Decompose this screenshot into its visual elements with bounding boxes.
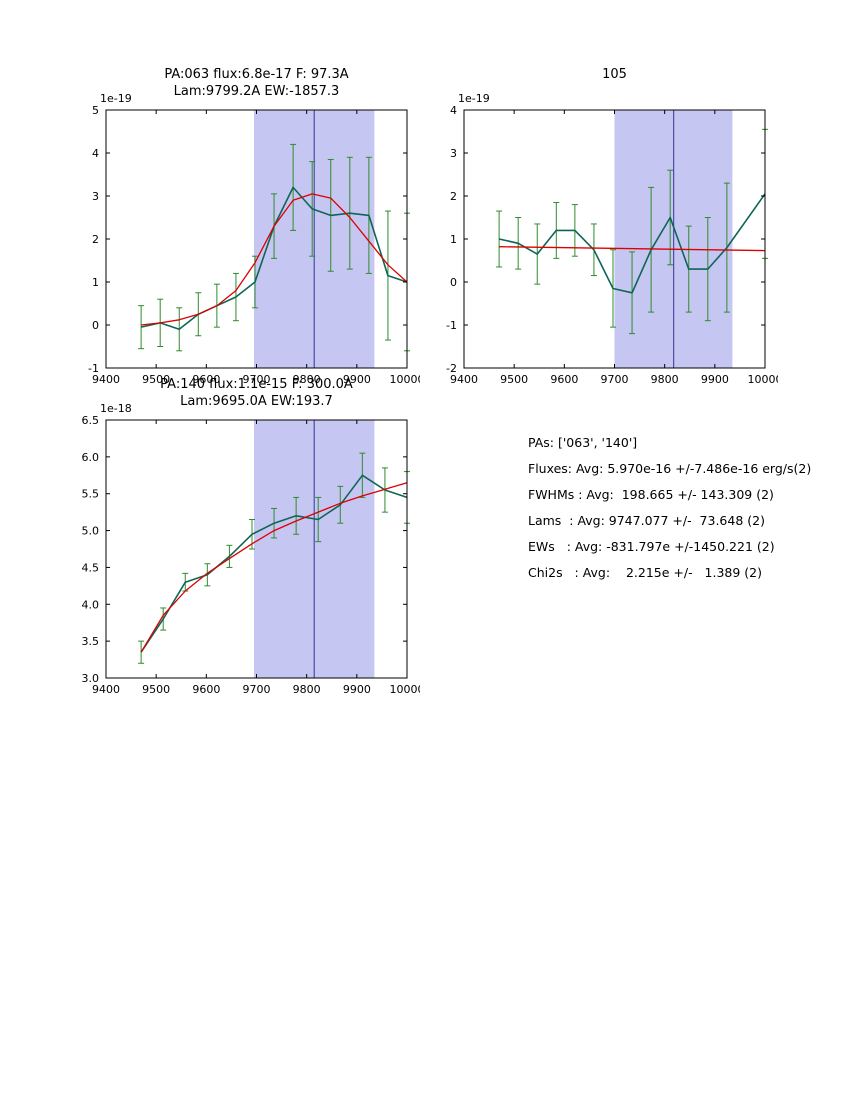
svg-text:9900: 9900: [343, 683, 371, 696]
svg-text:3.0: 3.0: [82, 672, 100, 685]
svg-text:5.0: 5.0: [82, 525, 100, 538]
svg-text:10000: 10000: [390, 373, 421, 386]
plot-title-line1: PA:063 flux:6.8e-17 F: 97.3A: [164, 67, 349, 82]
svg-text:10000: 10000: [390, 683, 421, 696]
svg-text:9900: 9900: [343, 373, 371, 386]
svg-text:3: 3: [92, 190, 99, 203]
stats-line-fwhms: FWHMs : Avg: 198.665 +/- 143.309 (2): [528, 487, 774, 502]
svg-text:-2: -2: [446, 362, 457, 375]
svg-text:9600: 9600: [192, 373, 220, 386]
svg-text:9500: 9500: [142, 683, 170, 696]
svg-text:2: 2: [450, 190, 457, 203]
plot-pa063-title: PA:063 flux:6.8e-17 F: 97.3A Lam:9799.2A…: [106, 66, 407, 100]
plot-title-line2: Lam:9799.2A EW:-1857.3: [173, 84, 340, 99]
plot-pa140-title: PA:140 flux:1.1e-15 F: 300.0A Lam:9695.0…: [106, 376, 407, 410]
stats-panel: PAs: ['063', '140'] Fluxes: Avg: 5.970e-…: [528, 430, 811, 586]
svg-text:1: 1: [92, 276, 99, 289]
svg-text:9800: 9800: [293, 683, 321, 696]
svg-text:9500: 9500: [500, 373, 528, 386]
svg-text:9400: 9400: [450, 373, 478, 386]
stats-line-ews: EWs : Avg: -831.797e +/-1450.221 (2): [528, 539, 775, 554]
svg-text:6.0: 6.0: [82, 451, 100, 464]
svg-text:5: 5: [92, 104, 99, 117]
stats-line-fluxes: Fluxes: Avg: 5.970e-16 +/-7.486e-16 erg/…: [528, 461, 812, 476]
svg-text:1e-19: 1e-19: [100, 92, 132, 105]
svg-text:9600: 9600: [192, 683, 220, 696]
stats-line-chi2s: Chi2s : Avg: 2.215e +/- 1.389 (2): [528, 565, 762, 580]
svg-text:1: 1: [450, 233, 457, 246]
plot-pa063: PA:063 flux:6.8e-17 F: 97.3A Lam:9799.2A…: [60, 60, 420, 390]
svg-text:5.5: 5.5: [82, 488, 100, 501]
plot-105: 105 9400 9500 9600 9700 9800 9900 10000 -2 -1 0 1 2…: [418, 60, 778, 390]
svg-text:-1: -1: [88, 362, 99, 375]
svg-text:4: 4: [92, 147, 99, 160]
svg-text:9400: 9400: [92, 373, 120, 386]
plot-105-title: 105: [464, 66, 765, 83]
svg-text:9600: 9600: [550, 373, 578, 386]
svg-text:-1: -1: [446, 319, 457, 332]
svg-text:9800: 9800: [293, 373, 321, 386]
svg-text:9700: 9700: [601, 373, 629, 386]
plot-pa140: PA:140 flux:1.1e-15 F: 300.0A Lam:9695.0…: [60, 370, 421, 700]
plot-title-line2: 105: [602, 67, 627, 82]
svg-text:4.5: 4.5: [82, 561, 100, 574]
svg-text:9500: 9500: [142, 373, 170, 386]
stats-line-pas: PAs: ['063', '140']: [528, 435, 638, 450]
svg-text:1e-19: 1e-19: [458, 92, 490, 105]
svg-text:9900: 9900: [701, 373, 729, 386]
plot-title-line2: Lam:9695.0A EW:193.7: [180, 394, 333, 409]
svg-text:9700: 9700: [243, 373, 271, 386]
plot-105-canvas: 9400 9500 9600 9700 9800 9900 10000 -2 -1 0 1 2 3 41e…: [446, 92, 779, 386]
svg-text:6.5: 6.5: [82, 414, 100, 427]
plot-title-line1: PA:140 flux:1.1e-15 F: 300.0A: [160, 377, 353, 392]
svg-text:0: 0: [92, 319, 99, 332]
svg-text:3: 3: [450, 147, 457, 160]
svg-text:10000: 10000: [748, 373, 779, 386]
svg-text:9800: 9800: [651, 373, 679, 386]
svg-text:9700: 9700: [243, 683, 271, 696]
svg-text:1e-18: 1e-18: [100, 402, 132, 415]
plot-pa140-canvas: 9400 9500 9600 9700 9800 9900 10000 3.0 3.5 4.0 4.…: [82, 402, 421, 696]
plot-pa063-canvas: 9400 9500 9600 9700 9800 9900 10000 -1 0 1 2 3 4 51e-…: [88, 92, 421, 386]
svg-text:9400: 9400: [92, 683, 120, 696]
svg-text:4: 4: [450, 104, 457, 117]
svg-text:3.5: 3.5: [82, 635, 100, 648]
svg-text:4.0: 4.0: [82, 598, 100, 611]
svg-text:0: 0: [450, 276, 457, 289]
stats-line-lams: Lams : Avg: 9747.077 +/- 73.648 (2): [528, 513, 765, 528]
svg-text:2: 2: [92, 233, 99, 246]
